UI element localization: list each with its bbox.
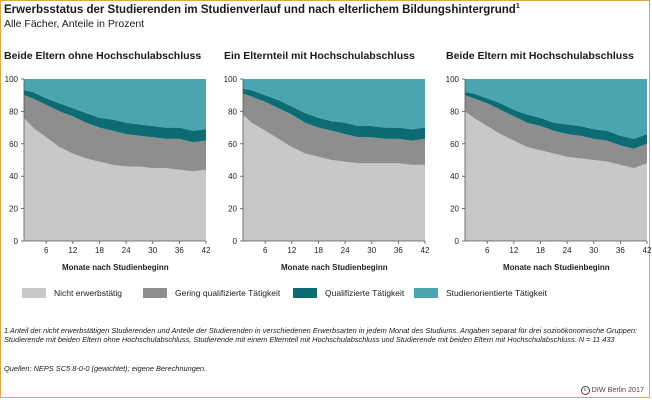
- y-tick-label-panel3: 80: [450, 107, 459, 116]
- x-tick-label-panel1: 24: [122, 246, 131, 255]
- x-tick-label-panel2: 18: [314, 246, 323, 255]
- x-tick-label-panel2: 12: [287, 246, 296, 255]
- x-tick-label-panel3: 36: [616, 246, 625, 255]
- area-panel3-series4: [465, 79, 647, 139]
- y-tick-label-panel3: 100: [446, 75, 460, 84]
- area-panel1-series3: [24, 90, 206, 143]
- legend-swatch-qualifiziert: [293, 287, 317, 298]
- x-tick-label-panel3: 42: [643, 246, 652, 255]
- y-tick-label-panel2: 60: [228, 140, 237, 149]
- footnote: 1 Anteil der nicht erwerbstätigen Studie…: [4, 326, 638, 344]
- y-tick-label-panel2: 80: [228, 107, 237, 116]
- copyright: c DIW Berlin 2017: [580, 385, 644, 395]
- y-tick-label-panel3: 20: [450, 205, 459, 214]
- x-axis-label-panel1: Monate nach Studienbeginn: [62, 263, 169, 272]
- y-tick-label-panel1: 20: [9, 205, 18, 214]
- legend-item-nicht-erwerbstaetig: Nicht erwerbstätig: [22, 287, 122, 301]
- y-tick-label-panel1: 100: [5, 75, 19, 84]
- panel-title-1: Beide Eltern ohne Hochschulabschluss: [4, 50, 202, 62]
- legend-swatch-gering-qualifiziert: [143, 287, 167, 298]
- y-tick-label-panel1: 0: [14, 237, 19, 246]
- x-tick-label-panel3: 18: [536, 246, 545, 255]
- x-tick-label-panel1: 12: [68, 246, 77, 255]
- x-tick-label-panel2: 30: [367, 246, 376, 255]
- area-panel3-series3: [465, 92, 647, 149]
- figure-subtitle: Alle Fächer, Anteile in Prozent: [4, 18, 145, 30]
- x-tick-label-panel1: 42: [202, 246, 211, 255]
- copyright-icon: c: [580, 385, 590, 395]
- y-tick-label-panel2: 40: [228, 172, 237, 181]
- y-tick-label-panel3: 0: [455, 237, 460, 246]
- x-tick-label-panel2: 24: [341, 246, 350, 255]
- x-axis-label-panel3: Monate nach Studienbeginn: [503, 263, 610, 272]
- y-tick-label-panel3: 60: [450, 140, 459, 149]
- y-tick-label-panel1: 60: [9, 140, 18, 149]
- x-tick-label-panel2: 6: [263, 246, 268, 255]
- legend-item-gering-qualifiziert: Gering qualifizierte Tätigkeit: [143, 287, 280, 301]
- x-tick-label-panel3: 6: [485, 246, 490, 255]
- x-axis-label-panel2: Monate nach Studienbeginn: [281, 263, 388, 272]
- legend-item-studienorientiert: Studienorientierte Tätigkeit: [414, 287, 547, 301]
- panel-title-2: Ein Elternteil mit Hochschulabschluss: [224, 50, 415, 62]
- x-tick-label-panel1: 30: [148, 246, 157, 255]
- x-tick-label-panel1: 18: [95, 246, 104, 255]
- area-panel3-series1: [465, 111, 647, 242]
- x-tick-label-panel3: 30: [589, 246, 598, 255]
- area-panel2-series3: [243, 88, 425, 141]
- area-panel2-series1: [243, 114, 425, 241]
- legend-item-qualifiziert: Qualifizierte Tätigkeit: [293, 287, 404, 301]
- legend-swatch-studienorientiert: [414, 287, 438, 298]
- area-panel1-series1: [24, 117, 206, 241]
- x-tick-label-panel2: 42: [421, 246, 430, 255]
- y-tick-label-panel2: 20: [228, 205, 237, 214]
- y-tick-label-panel3: 40: [450, 172, 459, 181]
- x-tick-label-panel2: 36: [394, 246, 403, 255]
- title-footnote-mark: 1: [515, 3, 520, 10]
- sources: Quellen: NEPS SC5 8-0-0 (gewichtet); eig…: [4, 364, 207, 373]
- area-panel2-series4: [243, 79, 425, 130]
- y-tick-label-panel2: 0: [233, 237, 238, 246]
- area-panel3-series2: [465, 95, 647, 169]
- area-panel2-series2: [243, 93, 425, 165]
- figure-title: Erwerbsstatus der Studierenden im Studie…: [4, 3, 520, 16]
- legend-swatch-nicht-erwerbstaetig: [22, 287, 46, 298]
- y-tick-label-panel1: 40: [9, 172, 18, 181]
- x-tick-label-panel1: 6: [44, 246, 49, 255]
- area-panel1-series2: [24, 95, 206, 172]
- y-tick-label-panel2: 100: [224, 75, 238, 84]
- area-panel1-series4: [24, 79, 206, 131]
- x-tick-label-panel3: 12: [509, 246, 518, 255]
- legend: Nicht erwerbstätig Gering qualifizierte …: [0, 287, 652, 301]
- x-tick-label-panel3: 24: [563, 246, 572, 255]
- y-tick-label-panel1: 80: [9, 107, 18, 116]
- panel-title-3: Beide Eltern mit Hochschulabschluss: [446, 50, 634, 62]
- x-tick-label-panel1: 36: [175, 246, 184, 255]
